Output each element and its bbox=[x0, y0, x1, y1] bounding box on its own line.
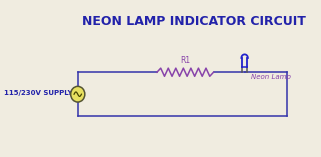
Text: R1: R1 bbox=[180, 56, 190, 65]
Text: Neon Lamp: Neon Lamp bbox=[251, 74, 291, 80]
Text: NEON LAMP INDICATOR CIRCUIT: NEON LAMP INDICATOR CIRCUIT bbox=[82, 16, 306, 28]
Circle shape bbox=[71, 86, 85, 102]
Text: 115/230V SUPPLY: 115/230V SUPPLY bbox=[4, 90, 73, 96]
